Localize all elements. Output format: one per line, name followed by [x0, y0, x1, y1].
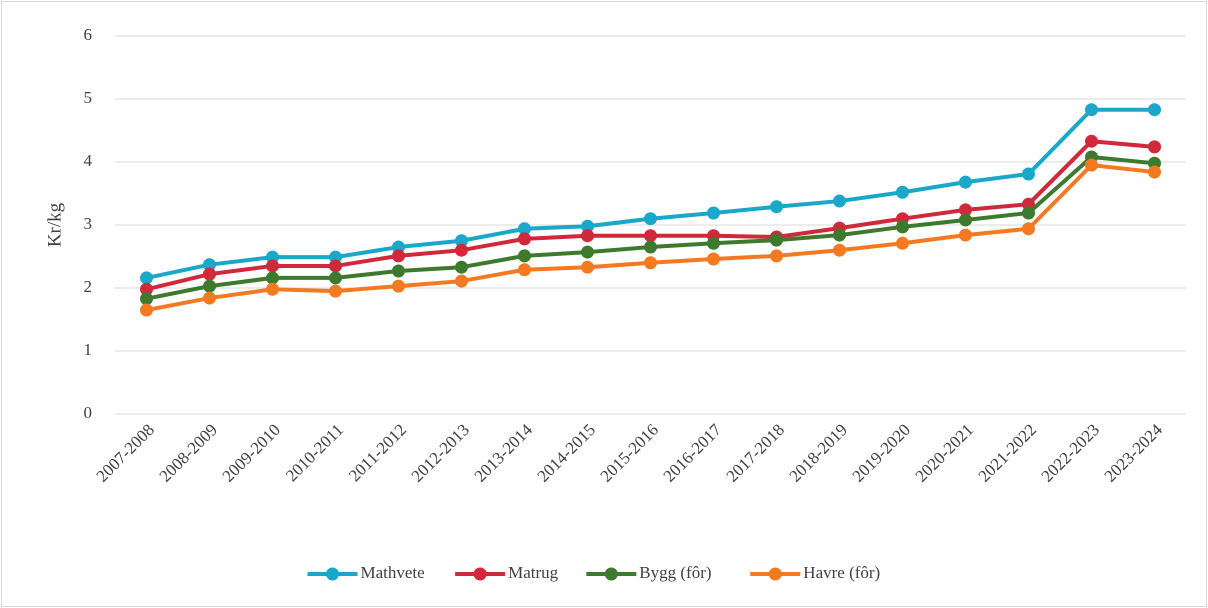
- legend-label: Havre (fôr): [803, 563, 880, 582]
- data-point: [770, 200, 783, 214]
- legend-marker: [604, 567, 618, 581]
- data-point: [581, 219, 594, 233]
- legend-label: Bygg (fôr): [639, 563, 711, 582]
- data-point: [518, 222, 531, 236]
- data-point: [959, 228, 972, 242]
- y-tick-label: 6: [84, 25, 93, 44]
- data-point: [644, 212, 657, 226]
- data-point: [644, 256, 657, 270]
- data-point: [581, 260, 594, 274]
- y-tick-label: 0: [84, 403, 93, 422]
- data-point: [644, 240, 657, 254]
- data-point: [1022, 222, 1035, 236]
- data-point: [140, 271, 153, 285]
- data-point: [203, 258, 216, 272]
- data-point: [707, 252, 720, 266]
- data-point: [140, 303, 153, 317]
- data-point: [1022, 167, 1035, 181]
- data-point: [455, 243, 468, 257]
- data-point: [455, 274, 468, 288]
- data-point: [266, 282, 279, 296]
- data-point: [329, 284, 342, 298]
- data-point: [770, 233, 783, 247]
- data-point: [1148, 140, 1161, 154]
- y-tick-label: 3: [84, 214, 93, 233]
- data-point: [392, 279, 405, 293]
- y-tick-label: 1: [84, 340, 93, 359]
- y-tick-label: 4: [84, 151, 93, 170]
- data-point: [644, 229, 657, 243]
- legend-marker: [768, 567, 782, 581]
- data-point: [140, 282, 153, 296]
- data-point: [581, 245, 594, 259]
- data-point: [203, 279, 216, 293]
- legend-label: Mathvete: [361, 563, 425, 582]
- data-point: [896, 220, 909, 234]
- data-point: [1148, 165, 1161, 179]
- data-point: [1085, 134, 1098, 148]
- data-point: [455, 234, 468, 248]
- data-point: [1148, 103, 1161, 117]
- data-point: [266, 259, 279, 273]
- data-point: [896, 236, 909, 250]
- data-point: [581, 229, 594, 243]
- legend-label: Matrug: [508, 563, 559, 582]
- data-point: [518, 263, 531, 277]
- data-point: [518, 249, 531, 263]
- data-point: [833, 243, 846, 257]
- data-point: [833, 228, 846, 242]
- data-point: [833, 194, 846, 208]
- data-point: [1085, 158, 1098, 172]
- y-tick-label: 5: [84, 88, 93, 107]
- data-point: [896, 185, 909, 199]
- data-point: [329, 259, 342, 273]
- data-point: [959, 213, 972, 227]
- y-axis-label: Kr/kg: [44, 202, 65, 247]
- data-point: [203, 291, 216, 305]
- y-tick-label: 2: [84, 277, 93, 296]
- data-point: [959, 203, 972, 217]
- data-point: [1022, 206, 1035, 220]
- data-point: [707, 206, 720, 220]
- data-point: [518, 232, 531, 246]
- data-point: [392, 249, 405, 263]
- data-point: [707, 236, 720, 250]
- data-point: [770, 249, 783, 263]
- data-point: [140, 292, 153, 306]
- data-point: [959, 175, 972, 189]
- data-point: [1085, 103, 1098, 117]
- data-point: [392, 264, 405, 278]
- data-point: [266, 271, 279, 285]
- data-point: [329, 271, 342, 285]
- legend-marker: [473, 567, 487, 581]
- legend-marker: [326, 567, 339, 581]
- data-point: [203, 267, 216, 281]
- data-point: [455, 260, 468, 274]
